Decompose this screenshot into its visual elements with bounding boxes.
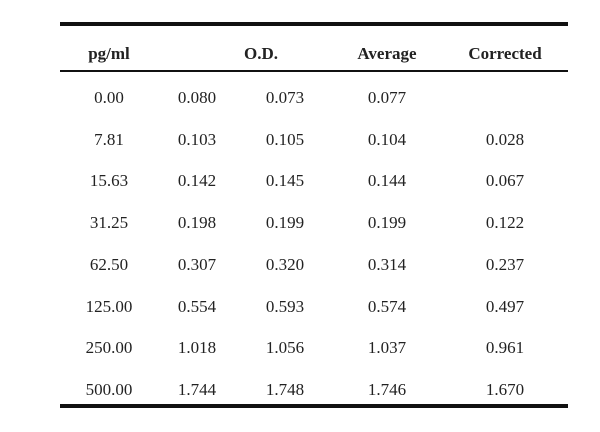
cell-corrected: 0.028 — [485, 129, 525, 149]
cell-average: 0.077 — [367, 88, 407, 107]
cell-od-2: 1.056 — [265, 338, 305, 358]
cell-pgml: 62.50 — [89, 254, 129, 274]
header-average: Average — [357, 44, 417, 63]
cell-average: 1.746 — [367, 379, 407, 399]
cell-od-2: 0.073 — [265, 88, 305, 107]
cell-od-1: 0.307 — [177, 254, 217, 274]
cell-corrected: 1.670 — [485, 379, 525, 399]
cell-pgml: 0.00 — [94, 88, 124, 107]
cell-corrected: 0.067 — [485, 171, 525, 191]
cell-average: 1.037 — [367, 338, 407, 358]
cell-od-1: 1.744 — [177, 379, 217, 399]
cell-od-2: 0.145 — [265, 171, 305, 191]
header-od: O.D. — [244, 44, 278, 63]
cell-average: 0.574 — [367, 296, 407, 316]
cell-od-1: 0.080 — [177, 88, 217, 107]
cell-pgml: 125.00 — [85, 296, 133, 316]
cell-od-1: 0.198 — [177, 213, 217, 233]
cell-od-1: 0.103 — [177, 129, 217, 149]
cell-average: 0.104 — [367, 129, 407, 149]
cell-od-1: 0.142 — [177, 171, 217, 191]
cell-pgml: 31.25 — [89, 213, 129, 233]
table-top-rule — [60, 22, 568, 26]
table-bottom-rule — [60, 404, 568, 408]
cell-corrected: 0.237 — [485, 254, 525, 274]
cell-od-1: 0.554 — [177, 296, 217, 316]
cell-pgml: 7.81 — [94, 129, 124, 149]
cell-od-2: 0.593 — [265, 296, 305, 316]
cell-corrected: 0.497 — [485, 296, 525, 316]
header-pgml: pg/ml — [88, 44, 130, 63]
cell-od-2: 0.199 — [265, 213, 305, 233]
cell-average: 0.314 — [367, 254, 407, 274]
header-corrected: Corrected — [468, 44, 542, 63]
cell-od-2: 0.105 — [265, 129, 305, 149]
cell-corrected: 0.122 — [485, 213, 525, 233]
cell-pgml: 15.63 — [89, 171, 129, 191]
cell-od-2: 0.320 — [265, 254, 305, 274]
cell-pgml: 250.00 — [85, 338, 133, 358]
cell-od-1: 1.018 — [177, 338, 217, 358]
cell-corrected: 0.961 — [485, 338, 525, 358]
cell-average: 0.199 — [367, 213, 407, 233]
cell-average: 0.144 — [367, 171, 407, 191]
cell-od-2: 1.748 — [265, 379, 305, 399]
cell-pgml: 500.00 — [85, 379, 133, 399]
table-header-rule — [60, 70, 568, 72]
